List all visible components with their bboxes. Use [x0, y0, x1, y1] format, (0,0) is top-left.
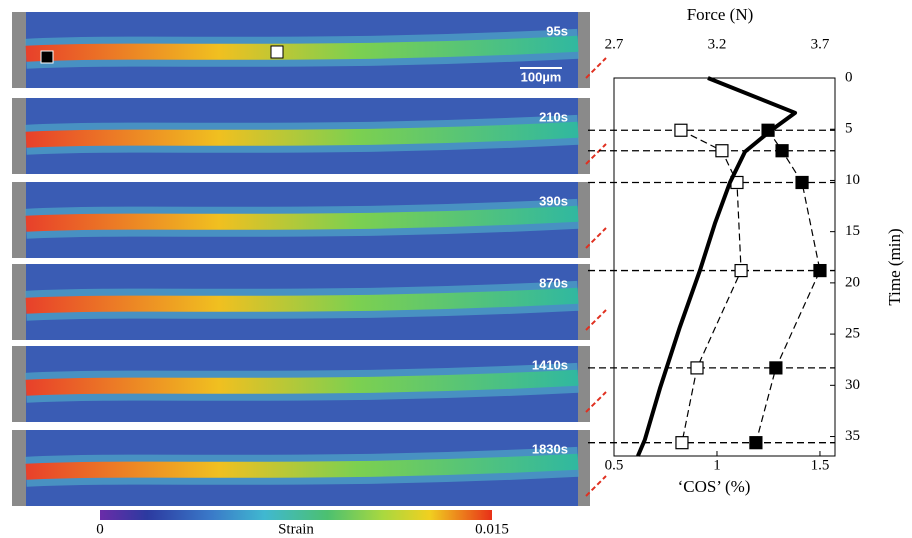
- link-arrow: [585, 309, 607, 331]
- panel-edge: [12, 430, 26, 506]
- link-arrow: [585, 391, 607, 413]
- colorbar-label: Strain: [278, 521, 314, 537]
- panel-label: 390s: [539, 193, 568, 208]
- data-point: [749, 436, 763, 450]
- marker: [40, 50, 54, 64]
- y-tick-label: 30: [845, 377, 860, 393]
- panel-edge: [578, 12, 590, 88]
- panel-edge: [12, 346, 26, 422]
- data-point: [813, 263, 827, 278]
- x2-tick-label: 3.7: [811, 36, 830, 52]
- strain-band: [25, 205, 579, 232]
- x-tick-label: 1.5: [811, 457, 830, 473]
- panel-label: 1410s: [532, 357, 568, 372]
- colorbar-tick: 0: [96, 521, 104, 537]
- strain-panel: 95s: [12, 12, 607, 88]
- data-point: [775, 144, 789, 158]
- data-point: [769, 361, 783, 375]
- colorbar: [100, 510, 492, 520]
- scale-bar-label: 100µm: [521, 69, 562, 84]
- marker: [270, 45, 284, 59]
- strain-band: [25, 369, 579, 396]
- x2-tick-label: 2.7: [605, 36, 624, 52]
- x2-tick-label: 3.2: [708, 36, 727, 52]
- panel-label: 1830s: [532, 441, 568, 456]
- strain-band: [25, 287, 579, 314]
- series-line: [755, 129, 821, 443]
- panel-edge: [578, 346, 590, 422]
- strain-panel: 390s: [12, 182, 607, 258]
- series-line: [680, 129, 742, 443]
- y-tick-label: 0: [845, 69, 853, 85]
- strain-panel: 210s: [12, 98, 607, 174]
- plot-frame: [613, 77, 836, 457]
- panel-edge: [578, 430, 590, 506]
- panel-label: 870s: [539, 275, 568, 290]
- panel-label: 95s: [546, 23, 568, 38]
- strain-panel: 870s: [12, 264, 607, 340]
- link-arrow: [585, 227, 607, 249]
- x-tick-label: 0.5: [605, 457, 624, 473]
- strain-band: [25, 35, 579, 62]
- strain-band: [25, 453, 579, 480]
- x-tick-label: 1: [713, 457, 721, 473]
- strain-panel: 1410s: [12, 346, 607, 422]
- data-point: [690, 361, 704, 375]
- panel-edge: [578, 98, 590, 174]
- strain-panel: 1830s: [12, 430, 607, 506]
- x-axis-label: ‘COS’ (%): [678, 477, 751, 496]
- panel-edge: [12, 12, 26, 88]
- data-point: [675, 436, 689, 450]
- data-point: [795, 175, 809, 190]
- panel-edge: [578, 264, 590, 340]
- data-point: [715, 144, 729, 158]
- link-arrow: [585, 57, 607, 79]
- panel-edge: [12, 182, 26, 258]
- y-tick-label: 25: [845, 326, 860, 342]
- y-tick-label: 20: [845, 274, 860, 290]
- force-curve: [636, 76, 798, 457]
- link-arrow: [585, 143, 607, 165]
- link-arrow: [585, 475, 607, 497]
- y-tick-label: 15: [845, 223, 860, 239]
- panel-edge: [12, 264, 26, 340]
- x2-axis-label: Force (N): [687, 5, 754, 24]
- y-tick-label: 5: [845, 121, 853, 137]
- panel-label: 210s: [539, 109, 568, 124]
- data-point: [734, 263, 748, 278]
- y-tick-label: 10: [845, 172, 860, 188]
- data-point: [674, 123, 688, 137]
- y-axis-label: Time (min): [885, 228, 904, 305]
- panel-edge: [578, 182, 590, 258]
- colorbar-tick: 0.015: [475, 521, 509, 537]
- strain-band: [25, 121, 579, 148]
- panel-edge: [12, 98, 26, 174]
- y-tick-label: 35: [845, 428, 860, 444]
